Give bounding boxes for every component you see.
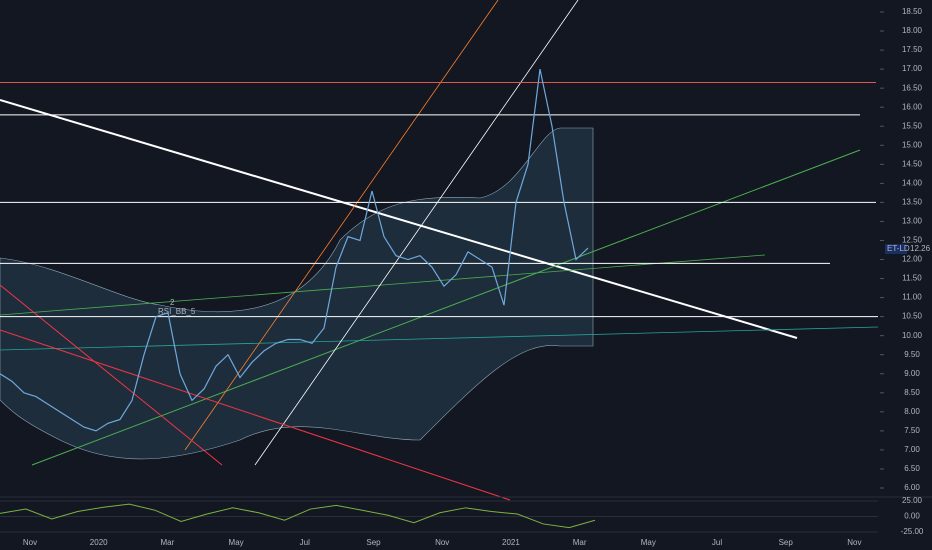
band bbox=[0, 127, 594, 460]
y-tick-label: 15.00 bbox=[902, 140, 923, 149]
y-tick-label: 7.50 bbox=[904, 426, 920, 435]
y-tick-label: 13.50 bbox=[902, 198, 923, 207]
x-tick-label: Mar bbox=[573, 538, 587, 547]
x-tick-label: Nov bbox=[847, 538, 861, 547]
y-tick-label: 11.50 bbox=[902, 274, 922, 283]
trend-line bbox=[0, 99, 798, 339]
series-label: ET-LD bbox=[887, 244, 910, 253]
y-tick-label: 8.50 bbox=[904, 388, 920, 397]
x-tick-label: May bbox=[229, 538, 244, 547]
y-tick-label: 18.00 bbox=[902, 26, 923, 35]
trend-line bbox=[254, 0, 579, 466]
y-tick-label: 14.50 bbox=[902, 159, 923, 168]
y-tick-label: 6.50 bbox=[904, 464, 920, 473]
y-tick-label: 10.00 bbox=[902, 331, 923, 340]
x-tick-label: Sep bbox=[366, 538, 381, 547]
indicator-line bbox=[0, 503, 596, 529]
x-tick-label: Nov bbox=[435, 538, 449, 547]
y-tick-label: 16.50 bbox=[902, 83, 923, 92]
trend-line bbox=[0, 254, 766, 316]
y-tick-label: 16.00 bbox=[902, 102, 923, 111]
y-tick-label: 9.00 bbox=[904, 369, 920, 378]
price-label: 12.26 bbox=[910, 244, 931, 253]
y-tick-label: 0.00 bbox=[904, 512, 920, 521]
price-tag bbox=[885, 244, 907, 254]
x-tick-label: 2021 bbox=[502, 538, 520, 547]
y-tick-label: 10.50 bbox=[902, 312, 923, 321]
indicator-annotation: 2 bbox=[170, 298, 175, 307]
y-tick-label: 12.00 bbox=[902, 255, 923, 264]
price-line bbox=[0, 68, 589, 432]
trend-line bbox=[0, 329, 511, 501]
y-tick-label: 9.50 bbox=[904, 350, 920, 359]
y-tick-label: 17.00 bbox=[902, 64, 923, 73]
indicator-name: RSI_BB_5 bbox=[158, 307, 196, 316]
y-tick-label: 17.50 bbox=[902, 45, 923, 54]
y-tick-label: 13.00 bbox=[902, 217, 923, 226]
y-tick-label: -25.00 bbox=[901, 527, 924, 536]
y-tick-label: 14.00 bbox=[902, 178, 923, 187]
y-tick-label: 11.00 bbox=[902, 293, 922, 302]
trend-line bbox=[0, 284, 223, 466]
y-tick-label: 6.00 bbox=[904, 483, 920, 492]
y-tick-label: 8.00 bbox=[904, 407, 920, 416]
y-tick-label: 25.00 bbox=[902, 496, 923, 505]
x-tick-label: Jul bbox=[300, 538, 310, 547]
x-tick-label: May bbox=[641, 538, 656, 547]
x-tick-label: Mar bbox=[161, 538, 175, 547]
trend-line bbox=[184, 0, 499, 451]
x-tick-label: Sep bbox=[779, 538, 794, 547]
y-tick-label: 7.00 bbox=[904, 445, 920, 454]
y-tick-label: 18.50 bbox=[902, 7, 923, 16]
y-tick-label: 12.50 bbox=[902, 236, 923, 245]
x-tick-label: Nov bbox=[23, 538, 37, 547]
y-tick-label: 15.50 bbox=[902, 121, 923, 130]
x-tick-label: 2020 bbox=[90, 538, 108, 547]
x-tick-label: Jul bbox=[712, 538, 722, 547]
